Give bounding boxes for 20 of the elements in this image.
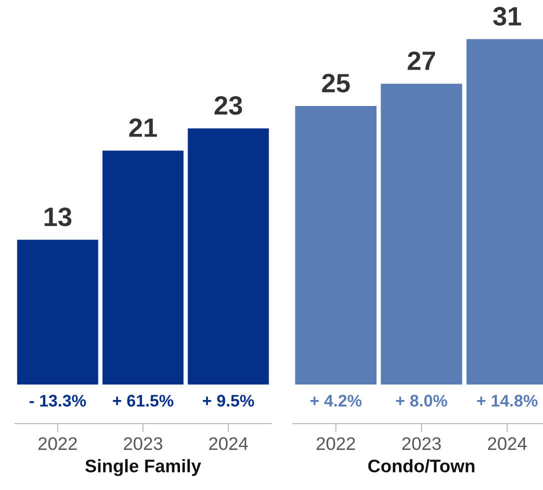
x-tick-label: 2023: [402, 437, 441, 450]
x-axis-title: Condo/Town: [368, 459, 474, 473]
data-label: 25: [322, 74, 350, 92]
x-tick-label: 2024: [488, 437, 527, 450]
text: + 14.8%: [477, 394, 538, 407]
x-tick-label: 2022: [38, 437, 77, 450]
data-label: 23: [214, 96, 242, 115]
data-label: 31: [493, 6, 522, 26]
text: + 61.5%: [112, 394, 174, 407]
text: - 13.3%: [30, 394, 86, 407]
text: + 4.2%: [310, 394, 362, 407]
x-tick-label: 2022: [316, 437, 356, 450]
data-label: 13: [44, 208, 72, 226]
x-tick-label: 2024: [209, 437, 248, 450]
data-label: 21: [129, 118, 157, 137]
text: + 9.5%: [202, 394, 254, 407]
text: + 8.0%: [396, 394, 448, 407]
x-axis-title: Single Family: [85, 459, 202, 476]
x-tick-label: 2023: [124, 437, 162, 450]
data-label: 27: [408, 52, 436, 70]
